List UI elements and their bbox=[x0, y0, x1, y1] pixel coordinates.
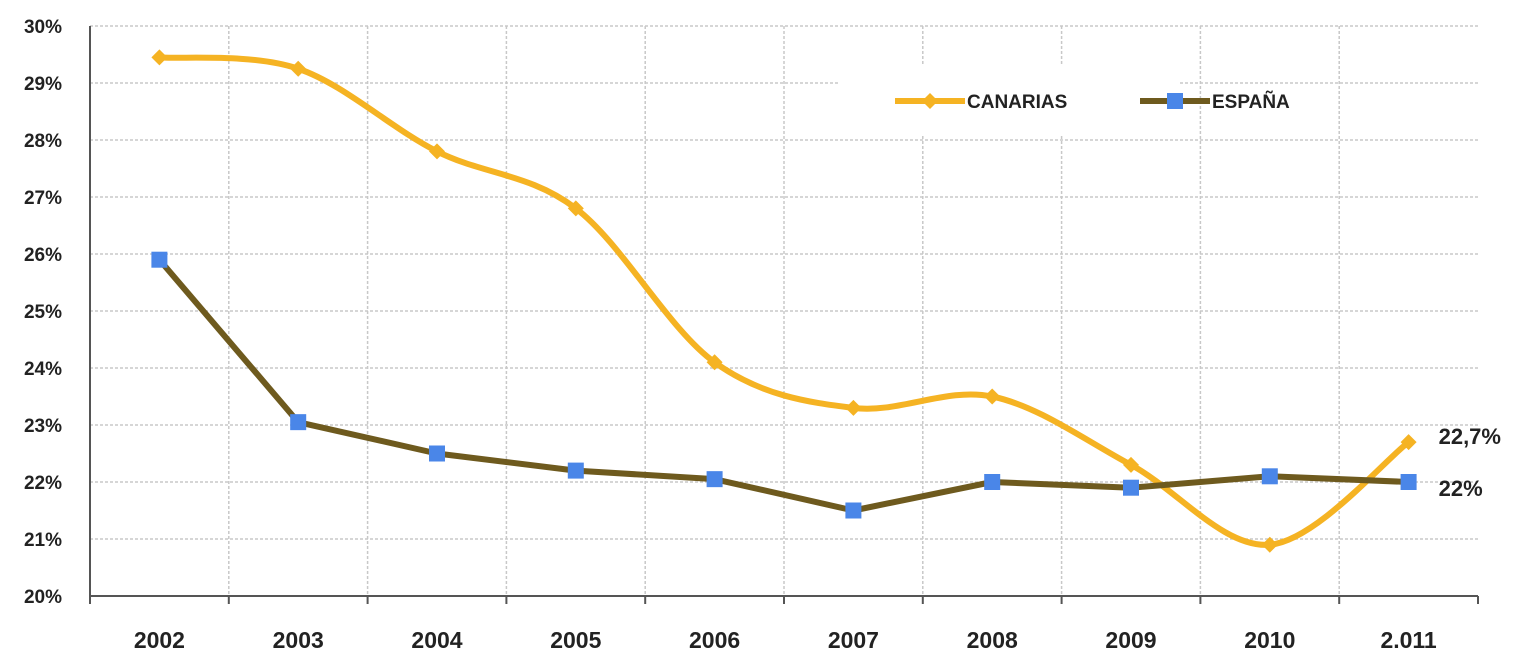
data-point bbox=[845, 399, 862, 416]
x-tick-label: 2007 bbox=[828, 627, 879, 653]
series-canarias: 22,7% bbox=[151, 49, 1501, 553]
axes bbox=[89, 26, 1479, 604]
data-point bbox=[706, 354, 723, 371]
x-tick-label: 2004 bbox=[411, 627, 462, 653]
y-tick-label: 30% bbox=[24, 17, 62, 38]
x-tick-label: 2.011 bbox=[1380, 627, 1436, 653]
y-tick-label: 23% bbox=[24, 416, 62, 437]
y-tick-label: 20% bbox=[24, 587, 62, 608]
data-point bbox=[290, 60, 307, 77]
y-tick-label: 28% bbox=[24, 131, 62, 152]
data-point bbox=[429, 143, 445, 160]
x-tick-label: 2006 bbox=[689, 627, 740, 653]
data-point bbox=[1400, 434, 1417, 451]
y-tick-label: 29% bbox=[24, 74, 62, 95]
data-point bbox=[1261, 536, 1278, 553]
series-layer: 22,7% 22% bbox=[151, 49, 1501, 553]
data-point bbox=[567, 200, 584, 217]
y-tick-label: 22% bbox=[24, 473, 62, 494]
grid bbox=[90, 25, 1478, 596]
legend-item-españa: ESPAÑA bbox=[1140, 91, 1290, 113]
data-point bbox=[151, 251, 168, 268]
y-tick-label: 21% bbox=[24, 530, 62, 551]
y-tick-label: 25% bbox=[24, 302, 62, 323]
data-label: 22,7% bbox=[1439, 424, 1501, 449]
series-españa: 22% bbox=[151, 251, 1483, 519]
legend-label: ESPAÑA bbox=[1212, 91, 1290, 113]
x-tick-label: 2009 bbox=[1105, 627, 1156, 653]
data-label: 22% bbox=[1439, 476, 1483, 501]
legend-item-canarias: CANARIAS bbox=[895, 92, 1067, 113]
data-point bbox=[984, 474, 1001, 490]
data-point bbox=[845, 502, 862, 519]
data-point bbox=[290, 414, 307, 431]
y-tick-label: 27% bbox=[24, 188, 62, 209]
x-tick-label: 2003 bbox=[273, 627, 324, 653]
x-tick-label: 2002 bbox=[134, 627, 185, 653]
series-line bbox=[156, 256, 1412, 514]
data-point bbox=[1400, 474, 1417, 490]
x-tick-label: 2010 bbox=[1244, 627, 1295, 653]
y-axis: 20% 21% 22% 23% 24% 25% 26% 27% 28% 29% 30% bbox=[24, 17, 62, 608]
data-point bbox=[429, 445, 445, 462]
x-axis: 2002 2003 2004 2005 2006 2007 2008 2009 2010 2.01… bbox=[134, 627, 1437, 653]
data-point bbox=[151, 49, 168, 66]
data-point bbox=[1123, 456, 1139, 473]
x-tick-label: 2005 bbox=[550, 627, 601, 653]
y-tick-label: 24% bbox=[24, 359, 62, 380]
data-point bbox=[567, 462, 584, 479]
y-tick-label: 26% bbox=[24, 245, 62, 266]
legend-swatch-marker bbox=[922, 93, 938, 109]
series-line bbox=[156, 54, 1412, 548]
data-point bbox=[1123, 479, 1139, 496]
legend-swatch-marker bbox=[1167, 93, 1183, 109]
data-point bbox=[984, 388, 1001, 405]
x-tick-label: 2008 bbox=[967, 627, 1018, 653]
data-point bbox=[706, 471, 723, 488]
legend-label: CANARIAS bbox=[967, 92, 1067, 113]
data-point bbox=[1261, 468, 1278, 485]
legend: CANARIAS ESPAÑA bbox=[840, 66, 1290, 136]
